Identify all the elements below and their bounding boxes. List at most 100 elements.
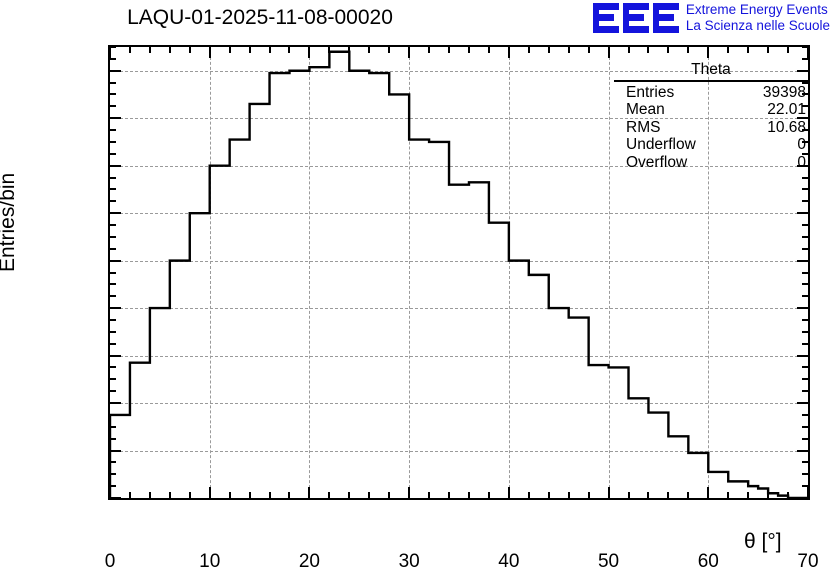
- gridline-horizontal: [110, 260, 808, 262]
- axis-tick-minor: [148, 492, 151, 498]
- axis-tick-major: [707, 47, 710, 58]
- axis-tick-minor: [348, 492, 351, 498]
- axis-tick-minor: [110, 330, 116, 333]
- stats-row-value: 39398: [762, 83, 806, 101]
- axis-tick-minor: [547, 47, 550, 53]
- stats-row-label: Underflow: [626, 136, 696, 153]
- axis-tick-minor: [110, 461, 116, 464]
- axis-tick-minor: [547, 492, 550, 498]
- axis-tick-minor: [802, 461, 808, 464]
- axis-tick-minor: [228, 492, 231, 498]
- axis-tick-minor: [667, 47, 670, 53]
- axis-tick-minor: [288, 492, 291, 498]
- axis-tick-minor: [110, 140, 116, 143]
- axis-tick-minor: [487, 47, 490, 53]
- axis-tick-minor: [767, 47, 770, 53]
- axis-tick-minor: [627, 492, 630, 498]
- axis-tick-minor: [328, 47, 331, 53]
- x-axis-tick-label: 20: [298, 551, 320, 572]
- axis-tick-minor: [188, 492, 191, 498]
- axis-tick-minor: [228, 47, 231, 53]
- stats-row: RMS 10.68: [614, 119, 808, 137]
- axis-tick-minor: [527, 492, 530, 498]
- axis-tick-major: [807, 487, 809, 498]
- axis-tick-minor: [687, 492, 690, 498]
- plot-frame: Theta Entries 39398 Mean 22.01 RMS 10.68 Under…: [105, 45, 819, 572]
- axis-tick-major: [110, 354, 121, 357]
- gridline-horizontal: [110, 450, 808, 452]
- axis-tick-minor: [802, 437, 808, 440]
- axis-tick-minor: [168, 492, 171, 498]
- axis-tick-major: [797, 212, 808, 215]
- axis-tick-minor: [647, 492, 650, 498]
- stats-row-value: 0: [797, 136, 806, 153]
- axis-tick-major: [707, 487, 710, 498]
- axis-tick-major: [110, 307, 121, 310]
- axis-tick-minor: [802, 46, 808, 48]
- stats-title: Theta: [691, 61, 731, 78]
- axis-tick-minor: [368, 492, 371, 498]
- stats-divider: [614, 79, 808, 82]
- axis-tick-minor: [802, 271, 808, 274]
- axis-tick-minor: [802, 140, 808, 143]
- x-axis-tick-label: 0: [104, 551, 116, 572]
- axis-tick-minor: [448, 492, 451, 498]
- axis-tick-minor: [802, 247, 808, 250]
- axis-tick-minor: [110, 105, 116, 108]
- axis-tick-minor: [110, 473, 116, 476]
- axis-tick-major: [797, 259, 808, 262]
- eee-logo-line1: Extreme Energy Events: [685, 2, 828, 17]
- axis-tick-minor: [802, 81, 808, 84]
- axis-tick-minor: [388, 492, 391, 498]
- eee-logo-mark: [592, 2, 679, 33]
- axis-tick-major: [797, 164, 808, 167]
- axis-tick-major: [797, 307, 808, 310]
- axis-tick-minor: [248, 492, 251, 498]
- axis-tick-major: [308, 47, 311, 58]
- axis-tick-minor: [587, 47, 590, 53]
- axis-tick-minor: [110, 295, 116, 298]
- gridline-vertical: [708, 47, 710, 498]
- axis-tick-minor: [802, 129, 808, 132]
- x-axis-tick-label: 50: [597, 551, 620, 572]
- x-axis-title: θ [°]: [744, 530, 782, 553]
- axis-tick-minor: [288, 47, 291, 53]
- axis-tick-minor: [667, 492, 670, 498]
- axis-tick-minor: [802, 473, 808, 476]
- stats-rows: Entries 39398 Mean 22.01 RMS 10.68 Underflow 0 O…: [614, 84, 808, 172]
- stats-row-label: Overflow: [626, 153, 688, 171]
- gridline-horizontal: [110, 118, 808, 120]
- stats-row: Mean 22.01: [614, 101, 808, 119]
- gridline-horizontal: [110, 213, 808, 215]
- axis-tick-minor: [687, 47, 690, 53]
- x-axis-tick-label: 30: [398, 551, 420, 572]
- axis-tick-minor: [110, 425, 116, 428]
- axis-tick-minor: [110, 378, 116, 381]
- axis-tick-major: [408, 487, 411, 498]
- axis-tick-minor: [802, 200, 808, 203]
- axis-tick-minor: [110, 176, 116, 179]
- gridline-vertical: [209, 47, 211, 498]
- axis-tick-minor: [110, 152, 116, 155]
- axis-tick-minor: [467, 47, 470, 53]
- axis-tick-minor: [587, 492, 590, 498]
- axis-tick-minor: [110, 271, 116, 274]
- axis-tick-minor: [802, 390, 808, 393]
- axis-tick-minor: [110, 129, 116, 132]
- axis-tick-minor: [368, 47, 371, 53]
- eee-letter-icon: [622, 2, 649, 33]
- axis-tick-minor: [110, 57, 116, 60]
- axis-tick-minor: [110, 93, 116, 96]
- axis-tick-minor: [110, 235, 116, 238]
- axis-tick-minor: [802, 105, 808, 108]
- axis-tick-major: [607, 487, 610, 498]
- gridline-vertical: [409, 47, 411, 498]
- eee-letter-icon: [592, 2, 619, 33]
- axis-tick-minor: [627, 47, 630, 53]
- gridline-vertical: [508, 47, 510, 498]
- axis-tick-minor: [110, 247, 116, 250]
- plot-gridlines: [110, 47, 808, 498]
- axis-tick-minor: [802, 235, 808, 238]
- axis-tick-minor: [110, 485, 116, 488]
- stats-row: Underflow 0: [614, 136, 808, 154]
